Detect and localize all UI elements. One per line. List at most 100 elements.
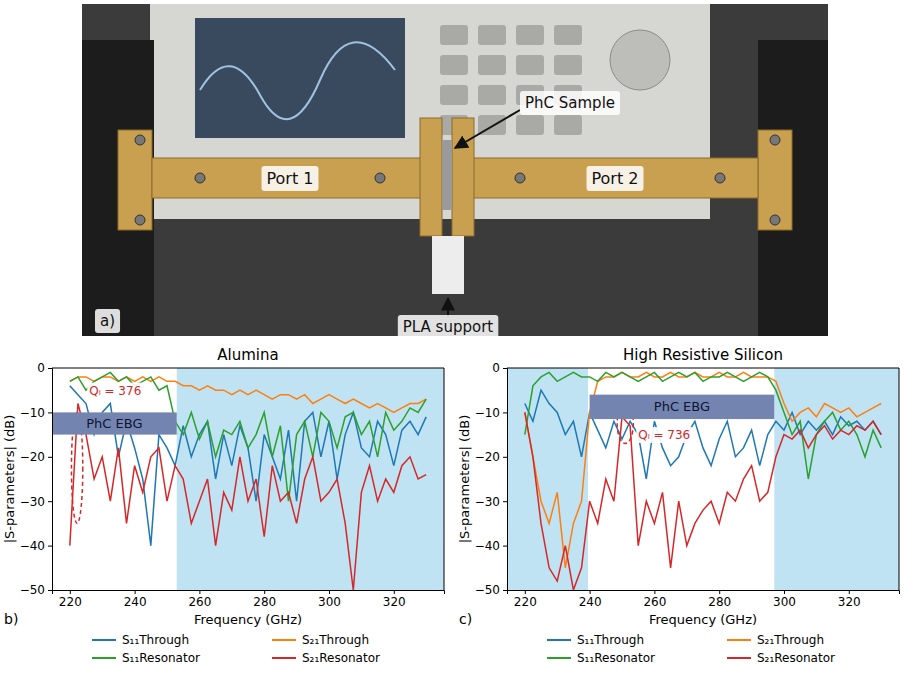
phc-sample — [442, 140, 452, 210]
tick-label: 260 — [188, 595, 211, 609]
legend-label: S₁₁Resonator — [122, 651, 200, 665]
tick-mark — [503, 546, 507, 547]
tick-label: 320 — [383, 595, 406, 609]
tick: 240 — [124, 590, 147, 609]
tick-mark — [654, 590, 655, 594]
legend: S₁₁ThroughS₂₁ThroughS₁₁ResonatorS₂₁Reson… — [92, 633, 380, 665]
tick-mark — [329, 590, 330, 594]
legend-label: S₂₁Through — [302, 633, 369, 647]
panel-label: b) — [4, 611, 18, 627]
chart-title: High Resistive Silicon — [623, 346, 783, 364]
screw — [515, 173, 525, 183]
legend-label: S₂₁Through — [757, 633, 824, 647]
legend-entry: S₂₁Through — [727, 633, 824, 647]
instrument-button — [440, 55, 468, 75]
tick: 220 — [514, 590, 537, 609]
screw — [375, 173, 385, 183]
tick-label: 300 — [773, 595, 796, 609]
annotation-text: Qₗ = 736 — [638, 428, 690, 442]
label-text: Port 1 — [267, 169, 314, 188]
tick-label: −10 — [20, 406, 45, 420]
axis-line — [503, 369, 508, 591]
tick-mark — [135, 590, 136, 594]
legend-swatch — [727, 657, 751, 659]
tick: 0 — [37, 361, 52, 375]
y-axis-title: |S-parameters| (dB) — [457, 415, 472, 544]
x-axis: 220240260280300320 — [508, 590, 900, 609]
legend-entry: S₂₁Through — [272, 633, 369, 647]
x-axis-title: Frequency (GHz) — [194, 612, 302, 627]
label-box — [262, 166, 319, 191]
tick-mark — [503, 368, 507, 369]
chart-texts: PhC EBG Qₗ = 376 — [86, 383, 143, 431]
axis-line — [508, 591, 900, 595]
left-stand — [82, 40, 154, 336]
instrument-button — [554, 115, 582, 135]
tick: −20 — [20, 450, 52, 464]
screw — [715, 173, 725, 183]
band-label: PhC EBG — [86, 416, 142, 431]
tick-label: −30 — [20, 495, 45, 509]
label-text: PhC Sample — [525, 94, 615, 112]
screw — [135, 135, 145, 145]
legend-entry: S₁₁Resonator — [92, 651, 200, 665]
instrument-knob — [610, 30, 670, 90]
axis-line — [53, 591, 445, 595]
tick-mark — [503, 501, 507, 502]
y-axis-title: |S-parameters| (dB) — [2, 415, 17, 544]
tick-mark — [48, 457, 52, 458]
tick-mark — [48, 546, 52, 547]
tick-label: 300 — [318, 595, 341, 609]
screw — [135, 215, 145, 225]
tick-label: 240 — [579, 595, 602, 609]
legend-entry: S₂₁Resonator — [727, 651, 835, 665]
tick: −50 — [475, 583, 507, 597]
instrument-button — [440, 25, 468, 45]
right-flange — [758, 130, 792, 230]
instrument-screen — [195, 18, 405, 138]
frame — [52, 368, 444, 369]
tick-label: 280 — [253, 595, 276, 609]
frame — [444, 368, 445, 590]
tick-label: 320 — [838, 595, 861, 609]
center-flange-2 — [452, 118, 474, 236]
tick: 280 — [253, 590, 276, 609]
photo-label: Port 1 — [262, 166, 319, 191]
legend-swatch — [272, 657, 296, 659]
plot-area — [507, 368, 899, 590]
chart-panel: PhC EBGQₗ = 376220240260280300320−50−40−… — [2, 346, 445, 665]
screw — [195, 173, 205, 183]
tick-label: 0 — [37, 361, 45, 375]
tick-mark — [48, 412, 52, 413]
tick: −30 — [475, 495, 507, 509]
axis-line — [48, 369, 53, 591]
tick: −40 — [20, 539, 52, 553]
band — [590, 395, 775, 419]
right-stand — [758, 40, 828, 336]
photo-label: PLA support — [398, 315, 498, 339]
tick-label: 220 — [514, 595, 537, 609]
tick: −10 — [20, 406, 52, 420]
label-text: PLA support — [403, 318, 493, 336]
annotation-text: Qₗ = 376 — [89, 384, 141, 398]
label-box — [95, 309, 120, 333]
legend-swatch — [92, 639, 116, 641]
tick-label: 220 — [59, 595, 82, 609]
tick-label: −20 — [20, 450, 45, 464]
legend-swatch — [92, 657, 116, 659]
tick-label: 0 — [492, 361, 500, 375]
legend-label: S₁₁Through — [122, 633, 189, 647]
legend-swatch — [547, 657, 571, 659]
chart-texts: PhC EBGQₗ = 736 — [636, 399, 710, 443]
annotation-patch — [87, 383, 143, 399]
tick-mark — [719, 590, 720, 594]
tick: −10 — [475, 406, 507, 420]
tick-label: −40 — [475, 539, 500, 553]
annotation-patch — [636, 427, 692, 443]
y-axis: −50−40−30−20−100 — [475, 361, 508, 597]
arrow — [455, 110, 520, 148]
annotation: Qₗ = 736 — [636, 427, 692, 443]
tick: −30 — [20, 495, 52, 509]
tick-mark — [48, 368, 52, 369]
tick: 320 — [838, 590, 861, 609]
